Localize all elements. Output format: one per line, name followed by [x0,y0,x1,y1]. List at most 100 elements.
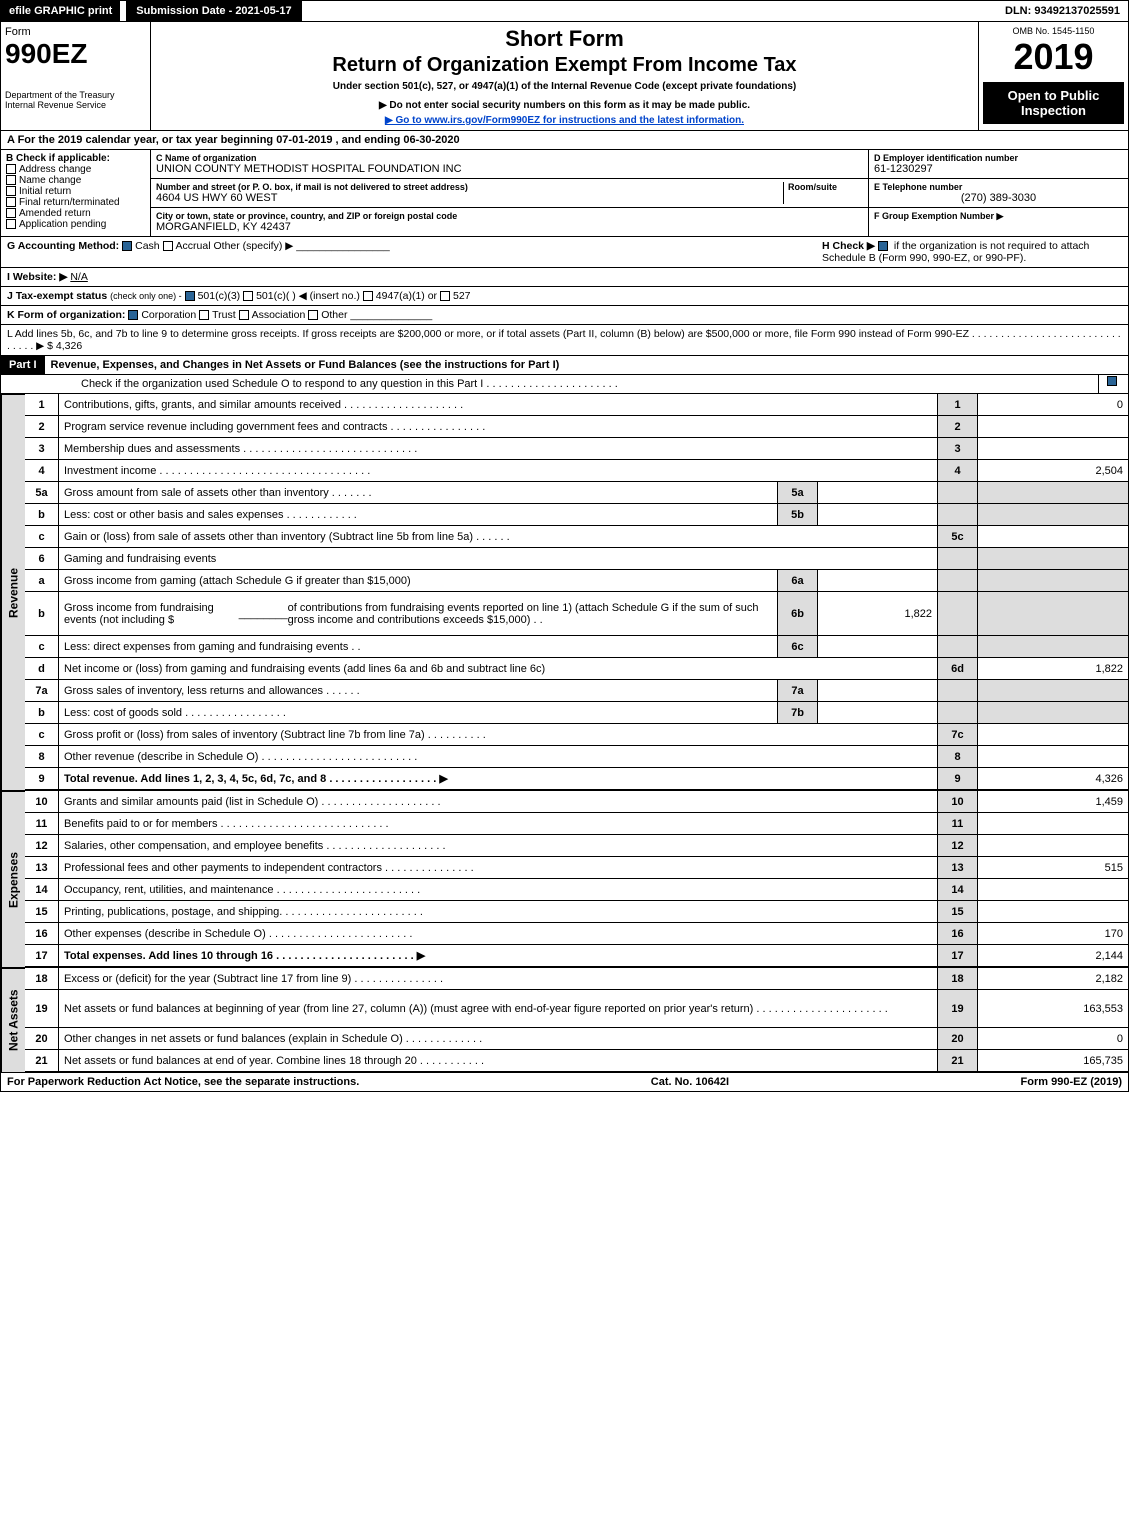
box-b: B Check if applicable: Address change Na… [1,150,151,236]
city-label: City or town, state or province, country… [156,211,863,221]
note-ssn: ▶ Do not enter social security numbers o… [155,100,974,111]
line-j: J Tax-exempt status (check only one) - 5… [0,287,1129,306]
open-to-public: Open to Public Inspection [983,82,1124,124]
dln: DLN: 93492137025591 [997,1,1128,21]
4947-label: 4947(a)(1) or [376,290,437,302]
pending-label: Application pending [19,219,106,230]
line-17: 17Total expenses. Add lines 10 through 1… [25,945,1128,967]
checkbox-schedule-o[interactable] [1107,376,1117,386]
tax-exempt-hint: (check only one) - [110,291,182,301]
initial-label: Initial return [19,186,71,197]
side-revenue: Revenue [1,394,25,790]
box-b-label: B Check if applicable: [6,153,145,164]
final-label: Final return/terminated [19,197,120,208]
checkbox-initial[interactable] [6,186,16,196]
checkbox-final[interactable] [6,197,16,207]
h-label: H Check ▶ [822,240,875,252]
line-l: L Add lines 5b, 6c, and 7b to line 9 to … [0,325,1129,356]
checkbox-4947[interactable] [363,291,373,301]
line-12: 12Salaries, other compensation, and empl… [25,835,1128,857]
city-value: MORGANFIELD, KY 42437 [156,221,863,233]
department: Department of the Treasury [5,90,146,100]
line-11: 11Benefits paid to or for members . . . … [25,813,1128,835]
ein-label: D Employer identification number [874,153,1123,163]
side-expenses: Expenses [1,791,25,967]
line-13: 13Professional fees and other payments t… [25,857,1128,879]
line-6c: cLess: direct expenses from gaming and f… [25,636,1128,658]
group-exemption-label: F Group Exemption Number ▶ [874,211,1123,222]
line-7a: 7aGross sales of inventory, less returns… [25,680,1128,702]
amended-label: Amended return [19,208,91,219]
info-block: B Check if applicable: Address change Na… [0,150,1129,237]
title-short-form: Short Form [155,26,974,52]
line-16: 16Other expenses (describe in Schedule O… [25,923,1128,945]
title-return: Return of Organization Exempt From Incom… [155,54,974,77]
accounting-label: G Accounting Method: [7,240,119,252]
line-8: 8Other revenue (describe in Schedule O) … [25,746,1128,768]
checkbox-corporation[interactable] [128,310,138,320]
checkbox-cash[interactable] [122,241,132,251]
omb-number: OMB No. 1545-1150 [983,26,1124,36]
527-label: 527 [453,290,471,302]
other-label: Other (specify) ▶ [213,240,293,252]
website-value: N/A [70,271,88,283]
footer-left: For Paperwork Reduction Act Notice, see … [7,1076,359,1088]
assoc-label: Association [252,309,306,321]
expenses-table: Expenses 10Grants and similar amounts pa… [0,791,1129,968]
checkbox-527[interactable] [440,291,450,301]
irs-line: Internal Revenue Service [5,100,146,110]
checkbox-501c3[interactable] [185,291,195,301]
street-value: 4604 US HWY 60 WEST [156,192,783,204]
line-1: 1Contributions, gifts, grants, and simil… [25,394,1128,416]
501c3-label: 501(c)(3) [198,290,241,302]
line-10: 10Grants and similar amounts paid (list … [25,791,1128,813]
checkbox-pending[interactable] [6,219,16,229]
line-5a: 5aGross amount from sale of assets other… [25,482,1128,504]
part-i-check-row: Check if the organization used Schedule … [0,375,1129,394]
room-label: Room/suite [788,182,863,192]
line-5b: bLess: cost or other basis and sales exp… [25,504,1128,526]
part-i-check-text: Check if the organization used Schedule … [1,375,1098,393]
checkbox-trust[interactable] [199,310,209,320]
checkbox-amended[interactable] [6,208,16,218]
checkbox-schedule-b[interactable] [878,241,888,251]
cash-label: Cash [135,240,160,252]
line-7b: bLess: cost of goods sold . . . . . . . … [25,702,1128,724]
tax-year: 2019 [983,36,1124,78]
checkbox-name-change[interactable] [6,175,16,185]
line-3: 3Membership dues and assessments . . . .… [25,438,1128,460]
subtitle: Under section 501(c), 527, or 4947(a)(1)… [155,81,974,92]
checkbox-association[interactable] [239,310,249,320]
form-header: Form 990EZ Department of the Treasury In… [0,22,1129,131]
phone-label: E Telephone number [874,182,1123,192]
website-label: I Website: ▶ [7,271,67,283]
addr-change-label: Address change [19,164,91,175]
line-6d: dNet income or (loss) from gaming and fu… [25,658,1128,680]
footer-catalog: Cat. No. 10642I [651,1076,729,1088]
part-i-label: Part I [1,356,45,374]
line-14: 14Occupancy, rent, utilities, and mainte… [25,879,1128,901]
trust-label: Trust [212,309,236,321]
checkbox-addr-change[interactable] [6,164,16,174]
tax-period: A For the 2019 calendar year, or tax yea… [0,131,1129,150]
line-5c: cGain or (loss) from sale of assets othe… [25,526,1128,548]
501c-label: 501(c)( ) ◀ (insert no.) [256,290,360,302]
box-def: D Employer identification number 61-1230… [868,150,1128,236]
efile-print-button[interactable]: efile GRAPHIC print [1,1,120,21]
checkbox-accrual[interactable] [163,241,173,251]
netassets-table: Net Assets 18Excess or (deficit) for the… [0,968,1129,1073]
ein-value: 61-1230297 [874,163,1123,175]
corp-label: Corporation [141,309,196,321]
form-of-org-label: K Form of organization: [7,309,125,321]
checkbox-501c[interactable] [243,291,253,301]
box-c: C Name of organization UNION COUNTY METH… [151,150,868,236]
note-link[interactable]: ▶ Go to www.irs.gov/Form990EZ for instru… [155,115,974,126]
line-k: K Form of organization: Corporation Trus… [0,306,1129,325]
line-15: 15Printing, publications, postage, and s… [25,901,1128,923]
checkbox-other-org[interactable] [308,310,318,320]
revenue-table: Revenue 1Contributions, gifts, grants, a… [0,394,1129,791]
line-6a: aGross income from gaming (attach Schedu… [25,570,1128,592]
page-footer: For Paperwork Reduction Act Notice, see … [0,1073,1129,1092]
line-18: 18Excess or (deficit) for the year (Subt… [25,968,1128,990]
side-netassets: Net Assets [1,968,25,1072]
